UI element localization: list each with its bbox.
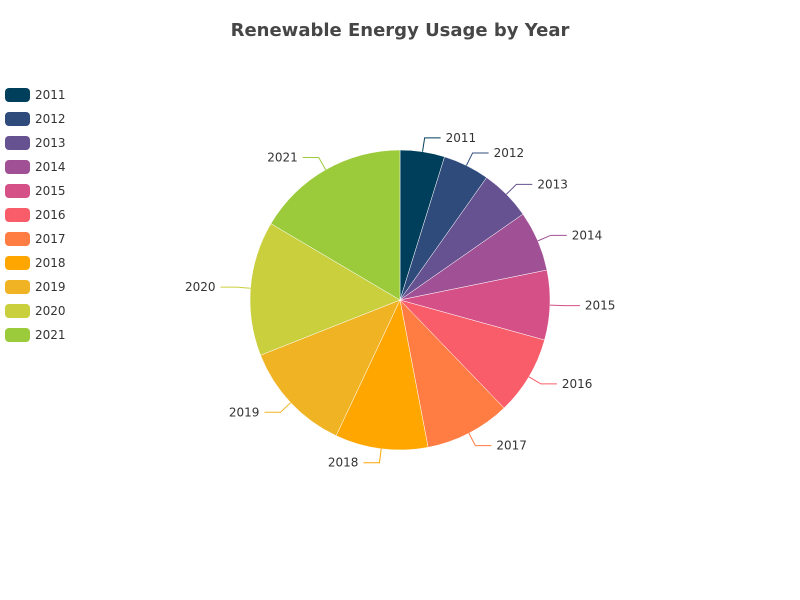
legend-swatch xyxy=(5,304,30,318)
chart-title: Renewable Energy Usage by Year xyxy=(230,20,570,41)
legend-swatch xyxy=(5,88,30,102)
leader-line xyxy=(264,402,291,413)
legend-label: 2017 xyxy=(35,232,66,246)
legend-label: 2011 xyxy=(35,88,66,102)
legend-label: 2012 xyxy=(35,112,66,126)
legend-label: 2015 xyxy=(35,184,66,198)
legend-swatch xyxy=(5,112,30,126)
legend-swatch xyxy=(5,208,30,222)
pie-slice-2019[interactable] xyxy=(260,299,401,437)
slice-label-2018: 2018 xyxy=(328,456,359,470)
legend-item-2013[interactable]: 2013 xyxy=(5,131,66,155)
legend-item-2015[interactable]: 2015 xyxy=(5,179,66,203)
legend-item-2014[interactable]: 2014 xyxy=(5,155,66,179)
pie-slice-2018[interactable] xyxy=(335,299,429,451)
legend-swatch xyxy=(5,280,30,294)
legend-label: 2016 xyxy=(35,208,66,222)
legend-item-2021[interactable]: 2021 xyxy=(5,323,66,347)
leader-line xyxy=(528,376,557,385)
leader-line xyxy=(302,157,327,170)
slice-label-2017: 2017 xyxy=(496,439,527,453)
legend-swatch xyxy=(5,160,30,174)
legend-item-2018[interactable]: 2018 xyxy=(5,251,66,275)
slice-label-2016: 2016 xyxy=(562,377,593,391)
legend-label: 2021 xyxy=(35,328,66,342)
leader-line xyxy=(363,448,382,464)
legend-swatch xyxy=(5,232,30,246)
legend-item-2012[interactable]: 2012 xyxy=(5,107,66,131)
leader-line xyxy=(468,432,492,447)
leader-line xyxy=(537,234,567,242)
legend-swatch xyxy=(5,328,30,342)
legend-label: 2014 xyxy=(35,160,66,174)
slice-label-2011: 2011 xyxy=(446,131,477,145)
legend-item-2017[interactable]: 2017 xyxy=(5,227,66,251)
slice-label-2013: 2013 xyxy=(537,177,568,191)
legend-item-2016[interactable]: 2016 xyxy=(5,203,66,227)
slice-label-2021: 2021 xyxy=(267,151,298,165)
legend-swatch xyxy=(5,136,30,150)
leader-line xyxy=(422,137,441,152)
leader-line xyxy=(506,183,533,195)
pie-slice-2017[interactable] xyxy=(399,299,505,448)
legend-item-2020[interactable]: 2020 xyxy=(5,299,66,323)
slice-label-2012: 2012 xyxy=(494,146,525,160)
slice-label-2015: 2015 xyxy=(585,299,616,313)
slice-label-2020: 2020 xyxy=(185,280,216,294)
legend-label: 2013 xyxy=(35,136,66,150)
slice-label-2019: 2019 xyxy=(229,405,260,419)
legend-label: 2020 xyxy=(35,304,66,318)
legend-item-2019[interactable]: 2019 xyxy=(5,275,66,299)
slice-label-2014: 2014 xyxy=(572,228,603,242)
leader-line xyxy=(465,152,489,166)
legend-label: 2018 xyxy=(35,256,66,270)
legend-label: 2019 xyxy=(35,280,66,294)
leader-line xyxy=(220,286,251,289)
legend-swatch xyxy=(5,184,30,198)
legend-item-2011[interactable]: 2011 xyxy=(5,83,66,107)
legend: 2011 2012 2013 2014 2015 2016 2017 2018 2019 2020… xyxy=(5,83,66,347)
legend-swatch xyxy=(5,256,30,270)
